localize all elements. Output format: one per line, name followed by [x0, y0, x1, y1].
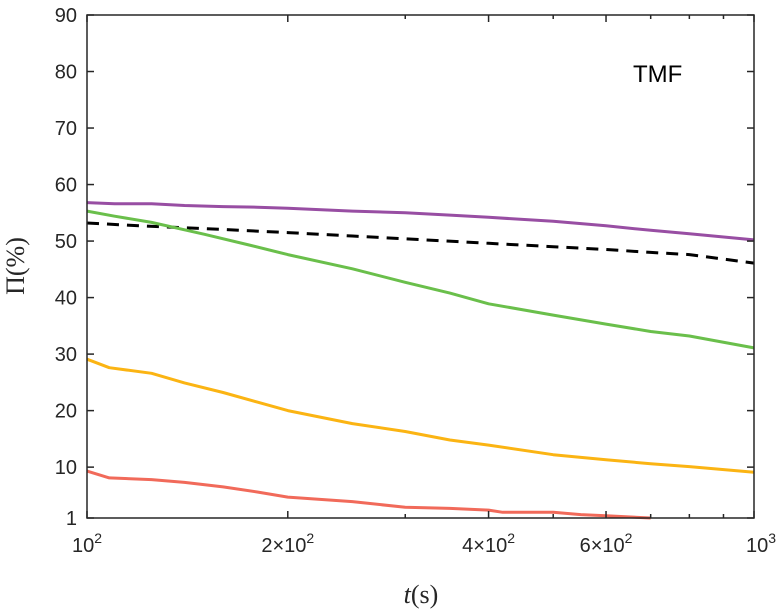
y-tick-label: 90 — [55, 5, 77, 27]
series-line-4 — [86, 357, 755, 474]
y-tick-label: 80 — [55, 62, 77, 84]
plot-frame — [86, 14, 755, 519]
x-tick-label: 102 — [72, 530, 102, 557]
series-line-1 — [86, 201, 755, 242]
series-layer — [86, 201, 755, 520]
y-tick-label: 70 — [55, 118, 77, 140]
y-axis-title: Π(%) — [1, 237, 30, 295]
y-tick-label: 10 — [55, 457, 77, 479]
tick-layer: 1 10 20 30 40 50 60 70 80 90 102 2×102 4×102 6×102 103 — [55, 5, 776, 557]
series-line-3 — [86, 209, 755, 350]
plot-annotation: TMF — [633, 61, 682, 88]
y-tick-label: 1 — [66, 508, 77, 530]
y-tick-label: 20 — [55, 401, 77, 423]
y-tick-label: 50 — [55, 231, 77, 253]
y-tick-label: 60 — [55, 175, 77, 197]
x-tick-label: 2×102 — [261, 530, 314, 557]
x-tick-label: 6×102 — [580, 530, 633, 557]
x-tick-label: 103 — [746, 530, 776, 557]
series-line-5 — [86, 469, 651, 520]
y-tick-label: 40 — [55, 288, 77, 310]
x-axis-title: t(s) — [404, 580, 439, 609]
y-tick-label: 30 — [55, 344, 77, 366]
x-tick-label: 4×102 — [462, 530, 515, 557]
series-line-2 — [86, 221, 755, 265]
plot-background — [87, 15, 754, 518]
